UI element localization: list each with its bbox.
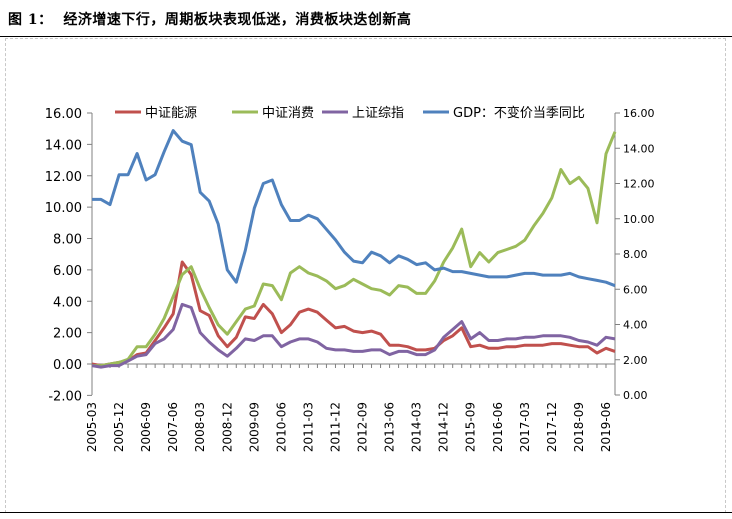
x-tick-label: 2017-03 xyxy=(518,402,532,452)
right-tick-label: 12.00 xyxy=(623,178,655,191)
x-tick-label: 2005-12 xyxy=(112,402,126,452)
right-tick-label: 14.00 xyxy=(623,142,655,155)
left-tick-label: 12.00 xyxy=(45,170,82,185)
x-tick-label: 2017-12 xyxy=(545,402,559,452)
x-tick-label: 2018-09 xyxy=(572,402,586,452)
x-tick-label: 2009-09 xyxy=(247,402,261,452)
x-tick-label: 2011-03 xyxy=(301,402,315,452)
x-tick-label: 2011-12 xyxy=(328,402,342,452)
left-tick-label: 6.00 xyxy=(53,264,82,279)
left-tick-label: 10.00 xyxy=(45,201,82,216)
x-tick-label: 2015-09 xyxy=(464,402,478,452)
x-tick-label: 2016-06 xyxy=(491,402,505,452)
left-tick-label: 2.00 xyxy=(53,327,82,342)
axes: -2.00 0.00 2.00 4.00 6.00 8.00 10.00 12.00 14.00… xyxy=(45,107,655,452)
right-tick-label: 8.00 xyxy=(623,248,648,261)
legend: 中证能源 中证消费 上证综指 GDP：不变价当季同比 xyxy=(115,105,585,121)
x-tick-label: 2013-06 xyxy=(383,402,397,452)
x-tick-label: 2005-03 xyxy=(85,402,99,452)
left-tick-label: 16.00 xyxy=(45,107,82,122)
x-tick-label: 2014-12 xyxy=(437,402,451,452)
right-tick-label: 6.00 xyxy=(623,283,648,296)
series-line-4 xyxy=(92,129,616,288)
series-line-2 xyxy=(92,131,617,368)
figure-label: 图 1： xyxy=(8,12,53,28)
right-tick-label: 0.00 xyxy=(623,389,648,402)
legend-label-3: 上证综指 xyxy=(352,106,404,121)
figure-title-text: 经济增速下行，周期板块表现低迷，消费板块迭创新高 xyxy=(63,12,412,28)
x-tick-label: 2019-06 xyxy=(599,402,613,452)
right-tick-label: 4.00 xyxy=(623,319,648,332)
left-tick-label: 0.00 xyxy=(53,358,82,373)
legend-label-4: GDP：不变价当季同比 xyxy=(453,105,585,121)
x-tick-label: 2010-06 xyxy=(274,402,288,452)
left-tick-label: 4.00 xyxy=(53,295,82,310)
x-tick-label: 2008-12 xyxy=(220,402,234,452)
x-tick-label: 2008-03 xyxy=(193,402,207,452)
x-tick-label: 2014-03 xyxy=(410,402,424,452)
right-tick-label: 10.00 xyxy=(623,213,655,226)
legend-label-2: 中证消费 xyxy=(262,106,314,121)
bottom-rule xyxy=(0,512,732,513)
figure-title: 图 1： 经济增速下行，周期板块表现低迷，消费板块迭创新高 xyxy=(8,9,411,29)
series-lines xyxy=(91,129,617,369)
legend-label-1: 中证能源 xyxy=(145,106,197,121)
figure-title-bar: 图 1： 经济增速下行，周期板块表现低迷，消费板块迭创新高 xyxy=(0,0,732,37)
x-tick-label: 2007-06 xyxy=(166,402,180,452)
x-tick-label: 2012-09 xyxy=(356,402,370,452)
left-tick-label: -2.00 xyxy=(48,389,82,404)
series-line-3 xyxy=(91,302,616,369)
left-tick-label: 8.00 xyxy=(53,233,82,248)
x-tick-label: 2006-09 xyxy=(139,402,153,452)
left-tick-label: 14.00 xyxy=(45,138,82,153)
right-tick-label: 16.00 xyxy=(623,107,655,120)
right-tick-label: 2.00 xyxy=(623,354,648,367)
